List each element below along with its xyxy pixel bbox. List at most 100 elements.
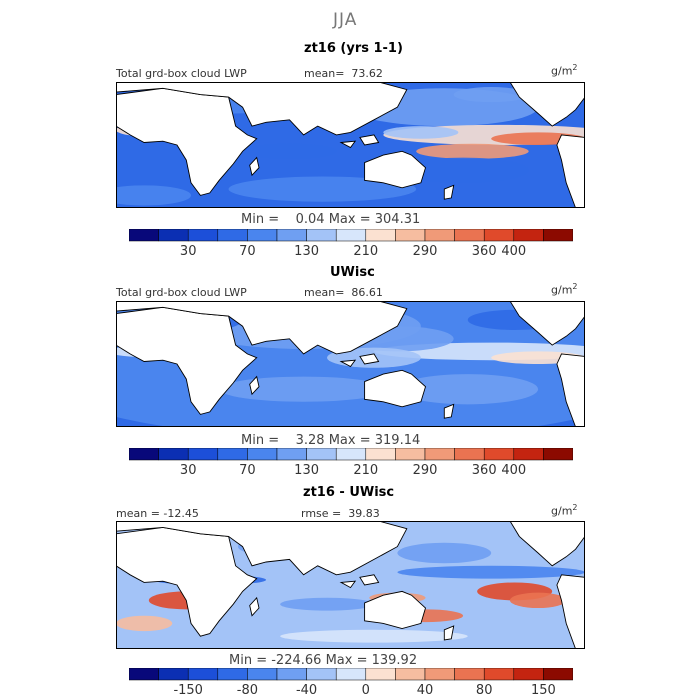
panel2-field (116, 301, 585, 427)
panel3-minmax: Min = -224.66 Max = 139.92 (229, 653, 417, 668)
panel3-colorbar-tick-label: 150 (531, 683, 556, 698)
panel2-max-label: Max = (328, 433, 371, 448)
panel3-colorbar-bin (276, 668, 307, 681)
panel3-colorbar-tick-label: -40 (296, 683, 317, 698)
panel1-units: g/m2 (551, 63, 578, 78)
panel2-colorbar-bin (483, 448, 515, 461)
panel2-colorbar-bin (276, 448, 307, 461)
panel1-max-value: 304.31 (374, 212, 421, 227)
panel2-colorbar-tick-label: 360 (472, 463, 497, 478)
panel2-colorbar-bin (217, 448, 248, 461)
panel3-colorbar-bin (306, 668, 337, 681)
panel1-map (116, 82, 585, 208)
panel2-contour-region (219, 376, 389, 402)
panel2-landmass (249, 375, 260, 396)
panel2-colorbar-tick-label: 290 (413, 463, 438, 478)
panel2-landmass (116, 306, 258, 415)
panel3-colorbar: -150 -80 -40 0 40 80 150 (129, 668, 573, 698)
panel1-contour-region (416, 143, 529, 159)
panel2-colorbar-bin (454, 448, 485, 461)
panel2-variable-label: Total grd-box cloud LWP (116, 286, 247, 299)
panel2-landmass (359, 353, 380, 365)
panel3-colorbar-bin (424, 668, 455, 681)
panel2-max-value: 319.14 (374, 433, 421, 448)
figure-title: JJA (333, 10, 358, 30)
panel3-map (116, 521, 585, 649)
panel2-colorbar-bin (513, 448, 544, 461)
panel3-colorbar-tick-label: -150 (173, 683, 203, 698)
panel2-colorbar-bin (306, 448, 337, 461)
panel3-landmass (339, 580, 357, 589)
panel2-colorbar: 30 70 130 210 290 360 400 (129, 448, 573, 478)
panel3-colorbar-bin (395, 668, 426, 681)
panel1-colorbar-bin (335, 229, 367, 242)
panel1-landmass (116, 87, 258, 196)
panel1-colorbar-bin (513, 229, 544, 242)
panel3-colorbar-bin (187, 668, 219, 681)
panel2-landmass (556, 353, 585, 427)
panel3-contour-region (509, 592, 567, 609)
panel1-units-text: g/m (551, 64, 573, 78)
panel2-min-label: Min = (241, 433, 280, 448)
panel1-colorbar-bin (543, 229, 573, 242)
panel3-colorbar-bin (217, 668, 248, 681)
panel1-minmax: Min = 0.04 Max = 304.31 (241, 212, 420, 227)
panel1-colorbar-tick-label: 360 (472, 244, 497, 259)
panel3-landmass (359, 574, 380, 586)
panel1-variable-label: Total grd-box cloud LWP (116, 67, 247, 80)
panel3-contour-region (280, 629, 468, 643)
panel1-mean-text: mean= (304, 67, 345, 80)
panel3-colorbar-tick-label: -80 (237, 683, 258, 698)
panel2-mean-label: mean= 86.61 (304, 286, 383, 299)
panel3-colorbar-bin (483, 668, 515, 681)
panel3-rmse-text: rmse = (301, 507, 342, 520)
panel3-min-value: -224.66 (271, 653, 322, 668)
panel2-colorbar-bin (129, 448, 159, 461)
panel1-colorbar-bin (187, 229, 219, 242)
panel3-landmass (116, 526, 258, 637)
panel1-contour-region (383, 126, 459, 139)
panel3-max-label: Max = (325, 653, 368, 668)
panel2-colorbar-tick-label: 210 (353, 463, 378, 478)
panel2-colorbar-bin (424, 448, 455, 461)
panel2-units: g/m2 (551, 282, 578, 297)
panel1-landmass (443, 184, 455, 200)
panel2-units-sup: 2 (572, 282, 578, 291)
panel3-colorbar-tick-label: 40 (417, 683, 434, 698)
panel1-colorbar-bin (158, 229, 189, 242)
panel1-landmass (339, 140, 357, 149)
panel3-colorbar-bin (543, 668, 573, 681)
panel1-colorbar-tick-label: 70 (239, 244, 256, 259)
panel3-colorbar-bin (454, 668, 485, 681)
panel2-landmass (116, 301, 408, 355)
panel1-subtitle: zt16 (yrs 1-1) (304, 41, 403, 56)
panel1-colorbar-bin (276, 229, 307, 242)
panel3-contour-region (116, 615, 173, 632)
panel2-frame (116, 301, 585, 427)
panel3-landmass (556, 574, 585, 649)
panel2-units-text: g/m (551, 283, 573, 297)
panel3-landmass (116, 521, 408, 576)
panel3-mean-value: -12.45 (163, 507, 199, 520)
panel1-min-value: 0.04 (295, 212, 325, 227)
panel2-colorbar-bin (395, 448, 426, 461)
panel1-landmass (116, 82, 408, 136)
panel2-colorbar-tick-label: 400 (501, 463, 526, 478)
panel3-rmse-value: 39.83 (348, 507, 380, 520)
panel3-mean-text: mean = (116, 507, 160, 520)
panel1-colorbar-bin (395, 229, 426, 242)
panel2-landmass (339, 359, 357, 368)
panel3-colorbar-bin (365, 668, 396, 681)
panel3-colorbar-bin (247, 668, 278, 681)
panel3-landmass (364, 590, 427, 629)
panel3-units-text: g/m (551, 504, 573, 518)
panel1-colorbar-tick-label: 210 (353, 244, 378, 259)
panel2-colorbar-bin (158, 448, 189, 461)
panel3-colorbar-bin (158, 668, 189, 681)
panel2-landmass (509, 301, 585, 346)
panel1-colorbar-tick-label: 290 (413, 244, 438, 259)
panel2-mean-value: 86.61 (351, 286, 383, 299)
panel3-mean-label: mean = -12.45 (116, 507, 199, 520)
panel1-landmass (249, 156, 260, 177)
panel1-contour-region (453, 87, 529, 103)
